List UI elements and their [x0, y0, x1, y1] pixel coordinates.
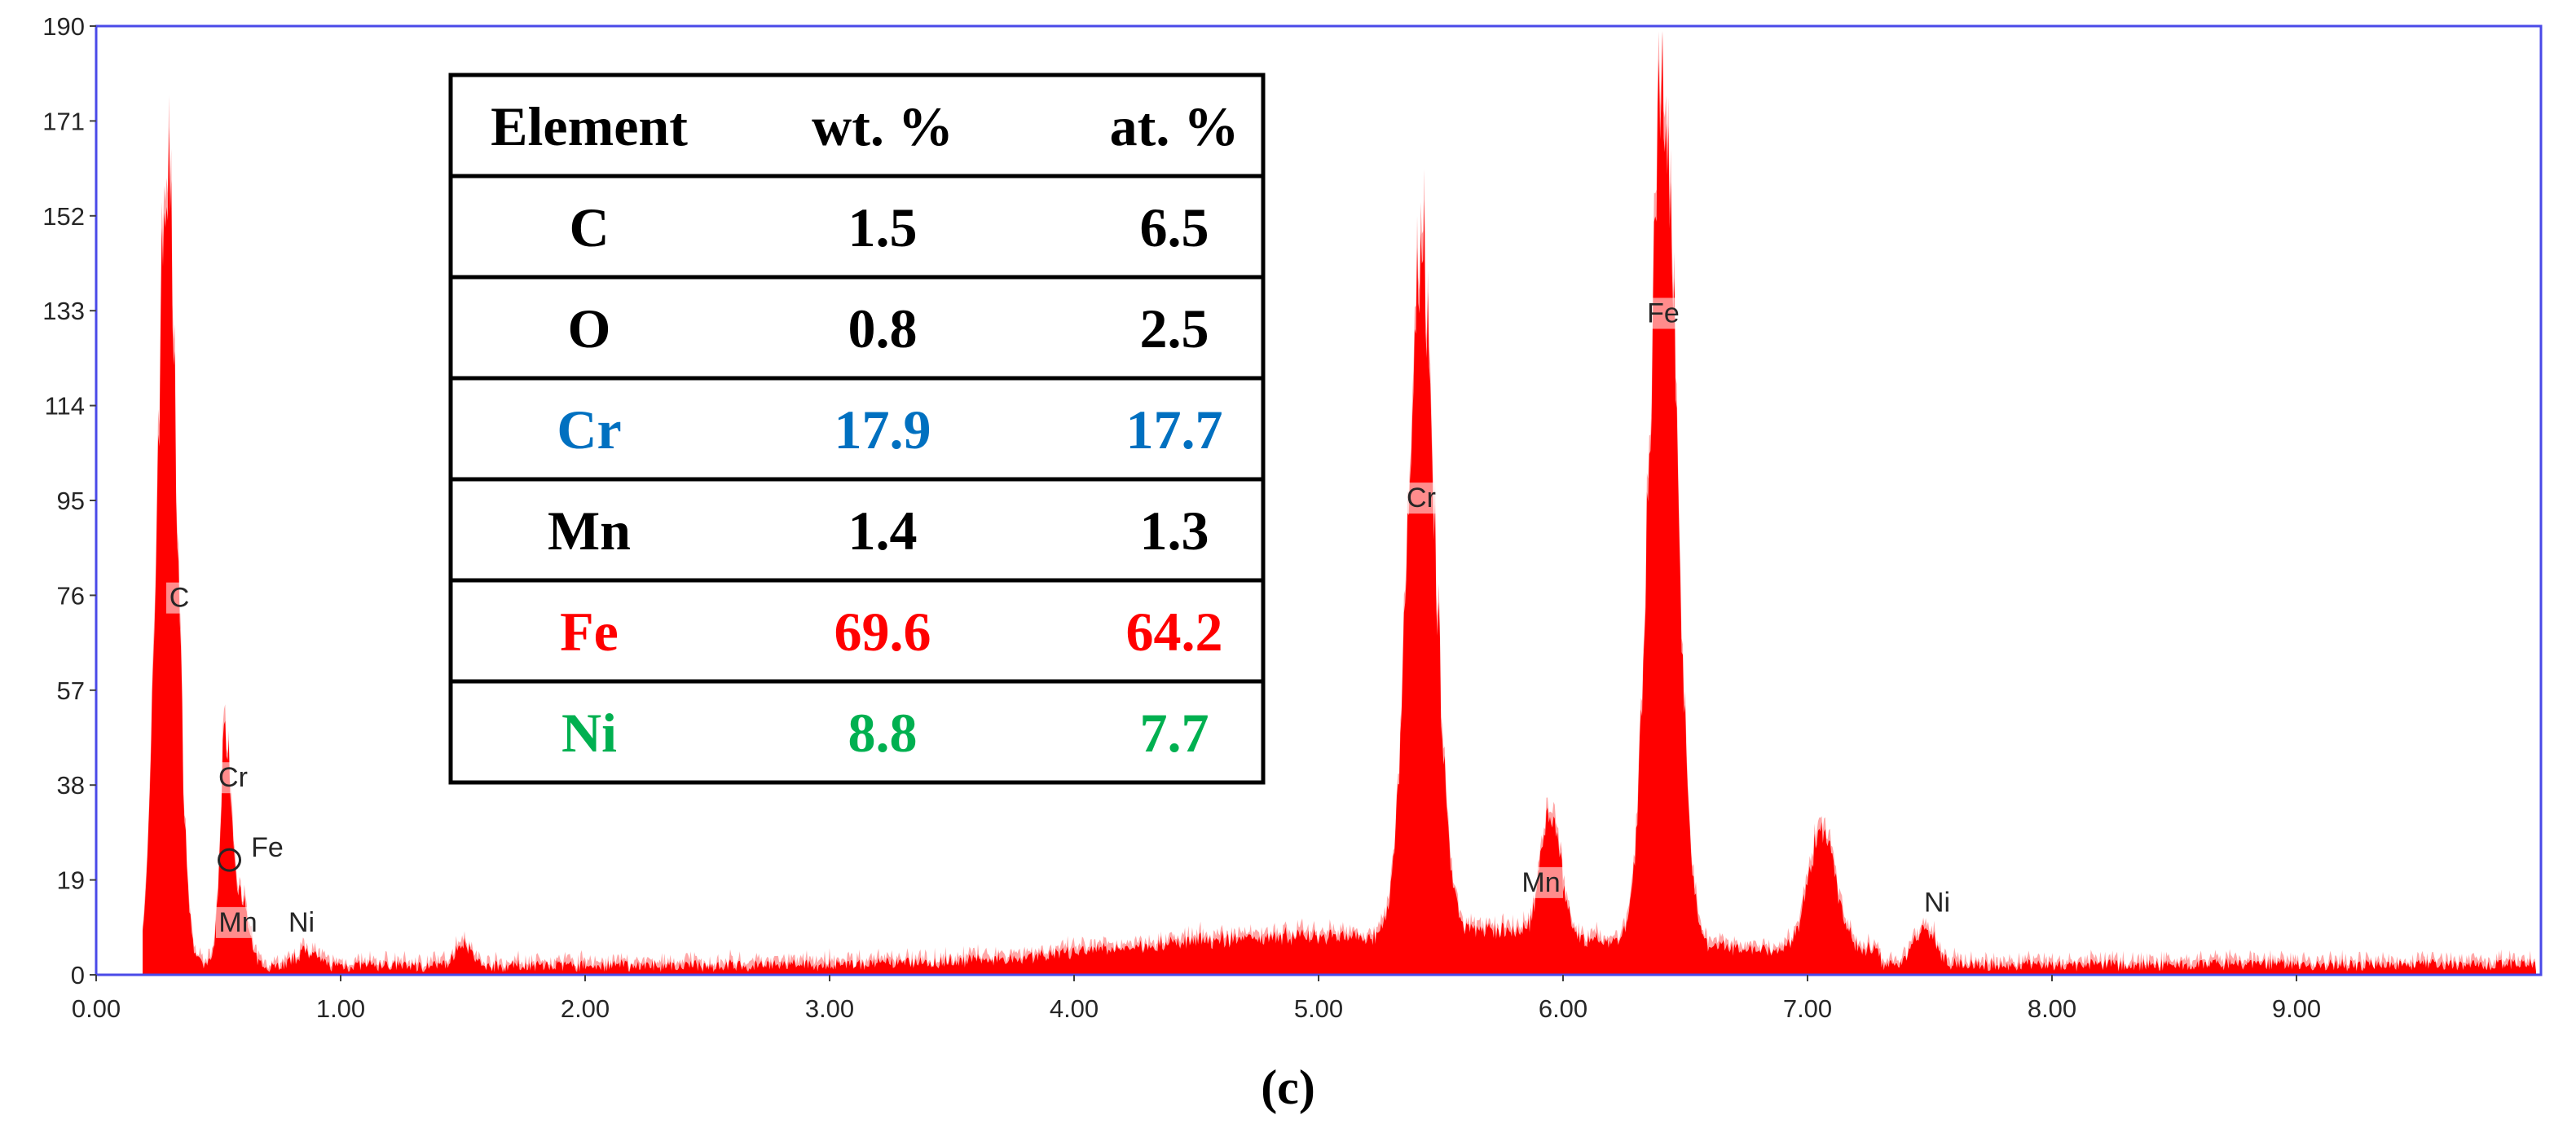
peak-label: Mn [1521, 867, 1560, 898]
x-tick-label: 3.00 [805, 994, 854, 1023]
figure-caption: (c) [1261, 1060, 1315, 1114]
peak-label-bg [211, 762, 255, 794]
peak-label: Mn [218, 907, 257, 938]
table-cell: 1.4 [848, 500, 918, 562]
y-tick-label: 190 [42, 12, 85, 41]
table-cell: 2.5 [1140, 297, 1209, 359]
y-tick-label: 171 [42, 107, 85, 135]
table-header-cell: Element [491, 95, 688, 157]
x-tick-label: 2.00 [561, 994, 610, 1023]
x-tick-label: 8.00 [2028, 994, 2076, 1023]
table-cell: 7.7 [1140, 702, 1209, 764]
peak-label: Ni [1924, 887, 1950, 918]
table-cell: 1.5 [848, 196, 918, 258]
peak-circle-marker [218, 848, 241, 872]
peak-label-layer: C Cr Fe Mn Ni Cr Mn Fe Ni [166, 297, 1959, 938]
eds-spectrum-chart: C Cr Fe Mn Ni Cr Mn Fe Ni 0 19 38 57 76 95 114 133 152 17… [42, 12, 2543, 1023]
table-cell: C [569, 196, 609, 258]
table-header-cell: wt. % [812, 95, 953, 157]
table-cell: 17.7 [1126, 399, 1223, 461]
x-tick-label: 7.00 [1783, 994, 1832, 1023]
y-tick-label: 38 [57, 771, 85, 800]
table-frame [448, 73, 1266, 785]
peak-label: Fe [251, 832, 284, 863]
table-cell: Cr [557, 399, 621, 461]
table-cell: 0.8 [848, 297, 918, 359]
table-cell: 69.6 [834, 601, 931, 663]
table-cell: 64.2 [1126, 601, 1223, 663]
x-tick-label: 4.00 [1050, 994, 1099, 1023]
y-tick-label: 95 [57, 487, 85, 515]
table-cell: 1.3 [1140, 500, 1209, 562]
y-tick-label: 76 [57, 581, 85, 610]
y-tick-label: 133 [42, 297, 85, 325]
y-tick-label: 0 [71, 961, 85, 989]
table-cell: Mn [548, 500, 631, 562]
y-tick-label: 152 [42, 202, 85, 231]
table-cell: Fe [560, 601, 619, 663]
x-tick-label: 9.00 [2272, 994, 2321, 1023]
axis-layer: 0 19 38 57 76 95 114 133 152 171 190 0.00 1.00 2.00 3.… [42, 12, 2321, 1023]
peak-label: Ni [288, 907, 315, 938]
peak-label-bg [166, 582, 192, 614]
x-tick-label: 6.00 [1539, 994, 1587, 1023]
peak-label: Cr [218, 762, 248, 793]
peak-label: Cr [1407, 483, 1436, 513]
composition-table: Element wt. % at. % C 1.5 6.5 O 0.8 2.5 Cr 17.9 17.… [448, 73, 1266, 785]
y-tick-label: 19 [57, 866, 85, 895]
table-cell: Ni [561, 702, 617, 764]
x-tick-label: 5.00 [1294, 994, 1343, 1023]
table-cell: 17.9 [834, 399, 931, 461]
y-tick-label: 114 [45, 392, 85, 421]
table-cell: O [568, 297, 611, 359]
table-cell: 8.8 [848, 702, 918, 764]
peak-label: Fe [1647, 297, 1680, 328]
peak-label-bg [1915, 887, 1959, 919]
table-cell: 6.5 [1140, 196, 1209, 258]
x-tick-label: 0.00 [72, 994, 121, 1023]
y-tick-label: 57 [57, 676, 85, 705]
peak-label-bg [245, 831, 289, 863]
peak-label-bg [1519, 866, 1563, 898]
peak-label: C [170, 583, 190, 614]
peak-label-bg [1399, 483, 1443, 514]
peak-label-bg [216, 906, 260, 938]
peak-label-bg [280, 906, 324, 938]
peak-label-bg [1641, 297, 1685, 329]
table-header-cell: at. % [1110, 95, 1240, 157]
x-tick-label: 1.00 [316, 994, 365, 1023]
